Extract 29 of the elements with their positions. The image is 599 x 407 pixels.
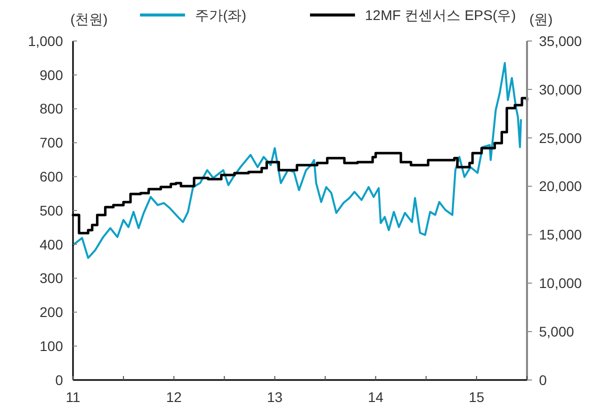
x-tick-label: 11 — [66, 389, 80, 405]
y-tick-label: 300 — [40, 270, 64, 286]
y2-tick-label: 15,000 — [539, 226, 582, 243]
y-tick-label: 800 — [40, 100, 64, 117]
y-tick-label: 400 — [40, 236, 64, 252]
y2-tick-label: 30,000 — [539, 81, 582, 98]
y-tick-label: 500 — [40, 202, 64, 218]
y2-tick-label: 10,000 — [539, 275, 582, 292]
y-tick-label: 900 — [40, 66, 64, 83]
y2-tick-label: 35,000 — [539, 32, 582, 49]
x-tick-label: 13 — [266, 389, 283, 405]
y2-tick-label: 25,000 — [539, 130, 582, 146]
legend-label: 주가(좌) — [195, 6, 246, 23]
line-series — [72, 62, 522, 259]
y-tick-label: 0 — [55, 372, 64, 388]
x-tick-label: 15 — [468, 389, 485, 405]
y-tick-label: 600 — [40, 168, 64, 184]
y-tick-label: 700 — [40, 134, 64, 151]
y2-tick-label: 5,000 — [539, 323, 574, 340]
y2-tick-label: 20,000 — [539, 178, 582, 194]
x-tick-label: 14 — [368, 389, 384, 405]
y2-axis-title: (원) — [529, 11, 553, 27]
x-tick-label: 12 — [166, 389, 182, 405]
legend-label: 12MF 컨센서스 EPS(우) — [365, 6, 516, 23]
y-tick-label: 1,000 — [28, 32, 64, 49]
y-tick-label: 100 — [40, 338, 64, 354]
y-axis-title: (천원) — [70, 11, 108, 27]
y-tick-label: 200 — [40, 304, 64, 320]
y2-tick-label: 0 — [539, 372, 547, 388]
